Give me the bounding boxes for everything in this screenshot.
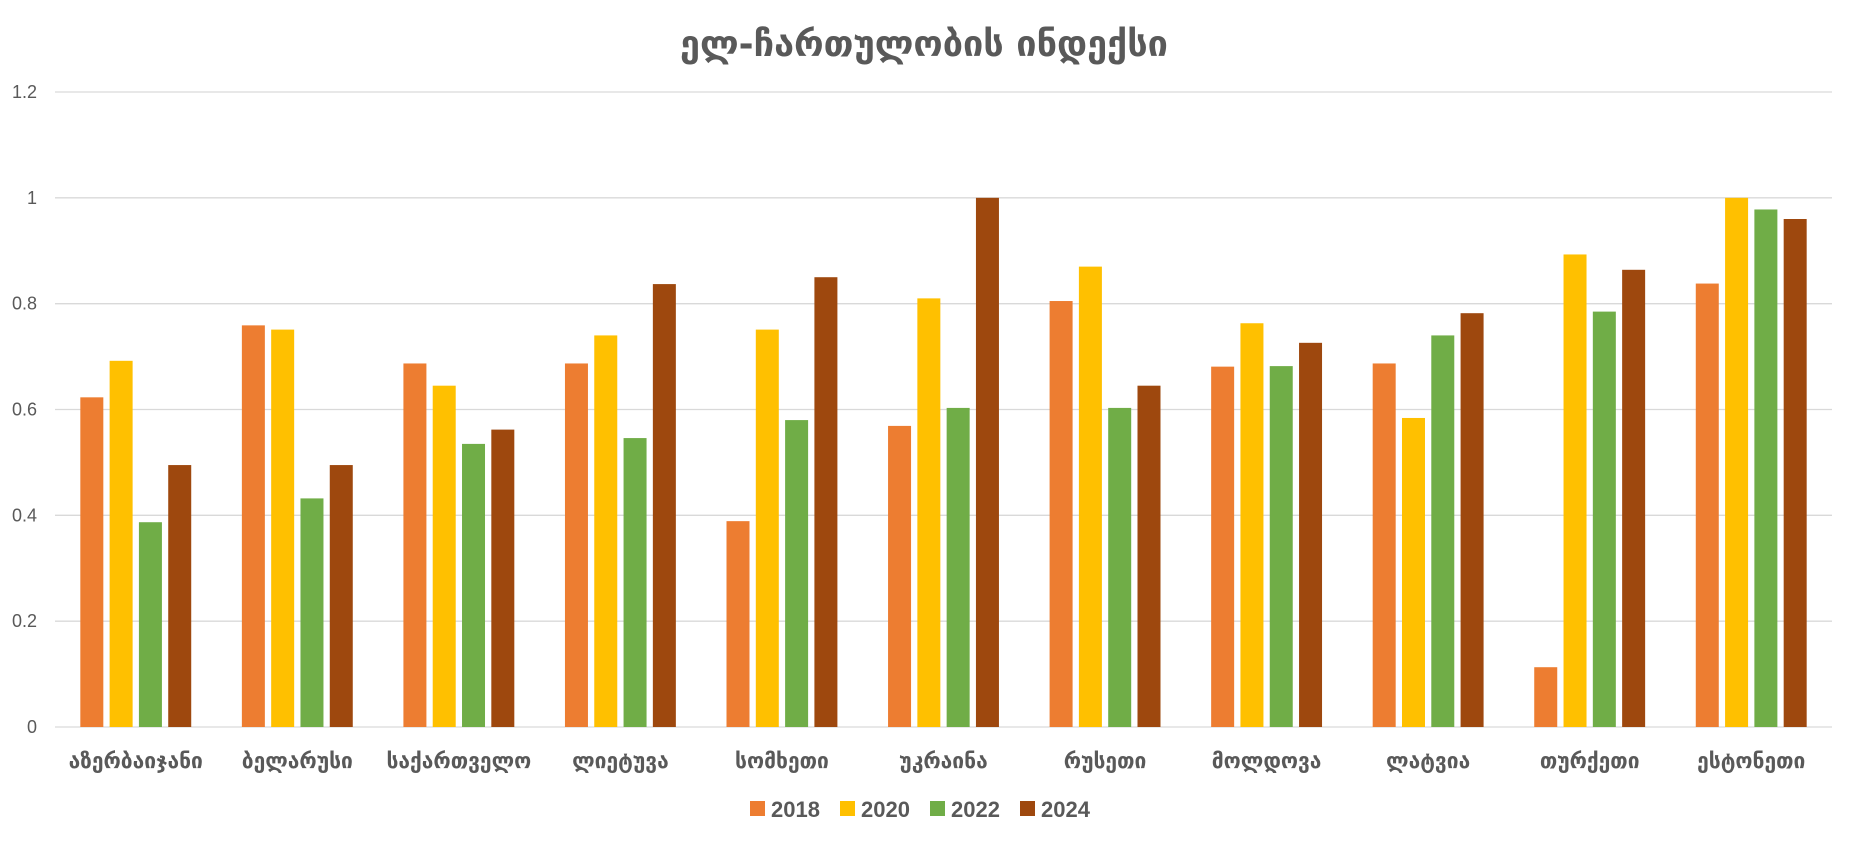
bar-2020 — [1078, 266, 1102, 727]
x-tick-label: უკრაინა — [899, 749, 987, 773]
bar-2024 — [1783, 219, 1807, 727]
bar-2022 — [1269, 366, 1293, 727]
legend: 2018 2020 2022 2024 — [750, 797, 1091, 822]
bar-2020 — [1563, 254, 1587, 727]
bar-2020 — [432, 385, 456, 727]
bar-2022 — [946, 407, 970, 727]
x-tick-label: თურქეთი — [1540, 749, 1640, 773]
bar-2024 — [491, 429, 515, 727]
bar-2020 — [1240, 323, 1264, 727]
bar-2018 — [1534, 667, 1558, 727]
legend-swatch — [750, 801, 765, 816]
bar-2022 — [1592, 311, 1616, 727]
bar-2018 — [241, 325, 265, 727]
x-tick-label: სომხეთი — [735, 749, 829, 773]
bar-2018 — [1211, 366, 1235, 727]
bar-2020 — [755, 329, 779, 727]
y-tick-label: 0.6 — [12, 400, 37, 420]
bar-2022 — [785, 420, 809, 727]
x-tick-label: ბელარუსი — [242, 749, 353, 773]
bar-2018 — [888, 425, 912, 727]
bar-2018 — [1049, 301, 1073, 727]
bar-2022 — [1431, 335, 1455, 727]
y-tick-label: 0.4 — [12, 505, 37, 525]
legend-label: 2018 — [771, 797, 820, 822]
x-axis: აზერბაიჯანი ბელარუსი საქართველო ლიეტუვა სომხ… — [69, 749, 1806, 773]
x-tick-label: აზერბაიჯანი — [69, 749, 203, 773]
y-tick-label: 0.8 — [12, 294, 37, 314]
bar-2024 — [975, 197, 999, 728]
bar-2024 — [814, 277, 838, 727]
bar-2020 — [271, 329, 295, 727]
y-tick-label: 1.2 — [12, 82, 37, 102]
legend-label: 2024 — [1041, 797, 1091, 822]
x-tick-label: საქართველო — [386, 749, 531, 773]
x-tick-label: მოლდოვა — [1212, 749, 1322, 773]
legend-label: 2020 — [861, 797, 910, 822]
y-tick-label: 0 — [27, 717, 37, 737]
bar-2018 — [80, 397, 104, 727]
legend-swatch — [840, 801, 855, 816]
bar-2018 — [1372, 363, 1396, 727]
bar-2022 — [1754, 209, 1778, 728]
bar-2024 — [1137, 385, 1161, 727]
bar-2024 — [1460, 313, 1484, 727]
bar-2024 — [329, 465, 353, 727]
legend-swatch — [930, 801, 945, 816]
bar-2020 — [1725, 197, 1749, 728]
bar-2020 — [1401, 417, 1425, 727]
bar-2022 — [300, 498, 324, 727]
bar-2022 — [623, 438, 647, 727]
bar-2018 — [726, 521, 750, 727]
x-tick-label: ესტონეთი — [1697, 749, 1805, 773]
bar-2020 — [109, 360, 133, 727]
bar-2024 — [1622, 269, 1646, 727]
y-tick-label: 0.2 — [12, 611, 37, 631]
bar-2022 — [1108, 407, 1132, 727]
bar-2022 — [138, 522, 162, 727]
legend-label: 2022 — [951, 797, 1000, 822]
legend-swatch — [1020, 801, 1035, 816]
bar-2018 — [564, 363, 588, 727]
bar-2018 — [1695, 283, 1719, 727]
bar-2024 — [652, 284, 676, 727]
chart-title: ელ-ჩართულობის ინდექსი — [680, 24, 1168, 65]
x-tick-label: ლიეტუვა — [572, 749, 669, 773]
bar-2024 — [168, 465, 192, 727]
bar-2018 — [403, 363, 427, 727]
x-tick-label: ლატვია — [1386, 749, 1470, 773]
y-axis: 0 0.2 0.4 0.6 0.8 1 1.2 — [12, 82, 37, 737]
bar-2022 — [462, 443, 486, 727]
bars — [80, 197, 1807, 728]
bar-2024 — [1299, 342, 1323, 727]
bar-2020 — [917, 298, 941, 727]
bar-2020 — [594, 335, 618, 727]
x-tick-label: რუსეთი — [1064, 749, 1147, 773]
y-tick-label: 1 — [27, 188, 37, 208]
